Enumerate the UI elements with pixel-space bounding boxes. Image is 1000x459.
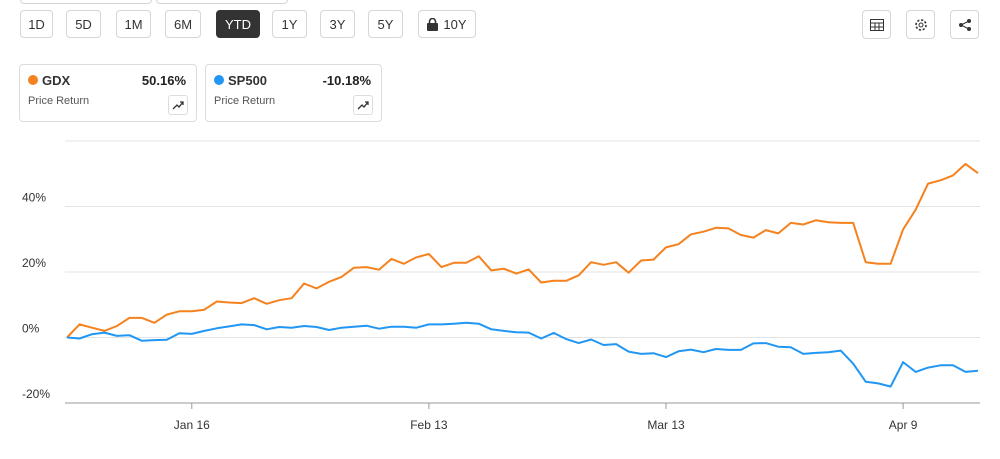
- range-label: 3Y: [329, 16, 346, 32]
- legend-return: 50.16%: [141, 73, 186, 88]
- range-label: 1M: [124, 16, 143, 32]
- y-tick-label: 0%: [22, 322, 40, 336]
- lock-icon: [427, 17, 439, 31]
- legend-dot: [28, 75, 38, 85]
- trend-icon: [172, 101, 184, 110]
- range-label: 6M: [173, 16, 193, 32]
- trend-button[interactable]: [168, 95, 188, 115]
- legend-subtitle: Price Return: [214, 95, 276, 107]
- range-label: 1D: [28, 16, 45, 32]
- range-label: 1Y: [281, 16, 298, 32]
- range-label: 10Y: [443, 16, 467, 32]
- gear-icon: [914, 18, 927, 31]
- trend-button[interactable]: [353, 95, 373, 115]
- legend-card: SP500 -10.18% Price Return: [205, 64, 382, 122]
- table-button[interactable]: [862, 10, 891, 39]
- range-button[interactable]: 1D: [20, 10, 53, 38]
- range-button[interactable]: 3Y: [320, 10, 355, 38]
- table-icon: [869, 18, 884, 31]
- range-label: 5Y: [377, 16, 394, 32]
- legend-name: SP500: [228, 73, 268, 88]
- x-tick-label: Apr 9: [889, 418, 918, 432]
- legend-return: -10.18%: [322, 73, 371, 88]
- share-icon: [958, 18, 971, 31]
- range-button[interactable]: 1Y: [272, 10, 307, 38]
- range-button[interactable]: 5D: [66, 10, 101, 38]
- legend-dot: [214, 75, 224, 85]
- x-tick-label: Jan 16: [174, 418, 210, 432]
- y-tick-label: 40%: [22, 191, 46, 205]
- legend-name: GDX: [42, 73, 71, 88]
- legend-card: GDX 50.16% Price Return: [19, 64, 197, 122]
- legend-subtitle: Price Return: [28, 95, 90, 107]
- cut-off-control: [156, 0, 288, 4]
- series-line: [66, 321, 979, 388]
- range-button[interactable]: 6M: [165, 10, 201, 38]
- trend-icon: [357, 101, 369, 110]
- range-label: 5D: [75, 16, 92, 32]
- range-button[interactable]: 1M: [116, 10, 151, 38]
- y-tick-label: -20%: [22, 387, 50, 401]
- series-line: [66, 162, 979, 339]
- range-button[interactable]: 5Y: [368, 10, 403, 38]
- range-button[interactable]: YTD: [216, 10, 260, 38]
- range-label: YTD: [225, 16, 251, 32]
- settings-button[interactable]: [906, 10, 935, 39]
- x-tick-label: Mar 13: [647, 418, 685, 432]
- x-tick-label: Feb 13: [410, 418, 448, 432]
- share-button[interactable]: [950, 10, 979, 39]
- cut-off-control: [20, 0, 152, 4]
- y-tick-label: 20%: [22, 256, 46, 270]
- range-button[interactable]: 10Y: [418, 10, 476, 38]
